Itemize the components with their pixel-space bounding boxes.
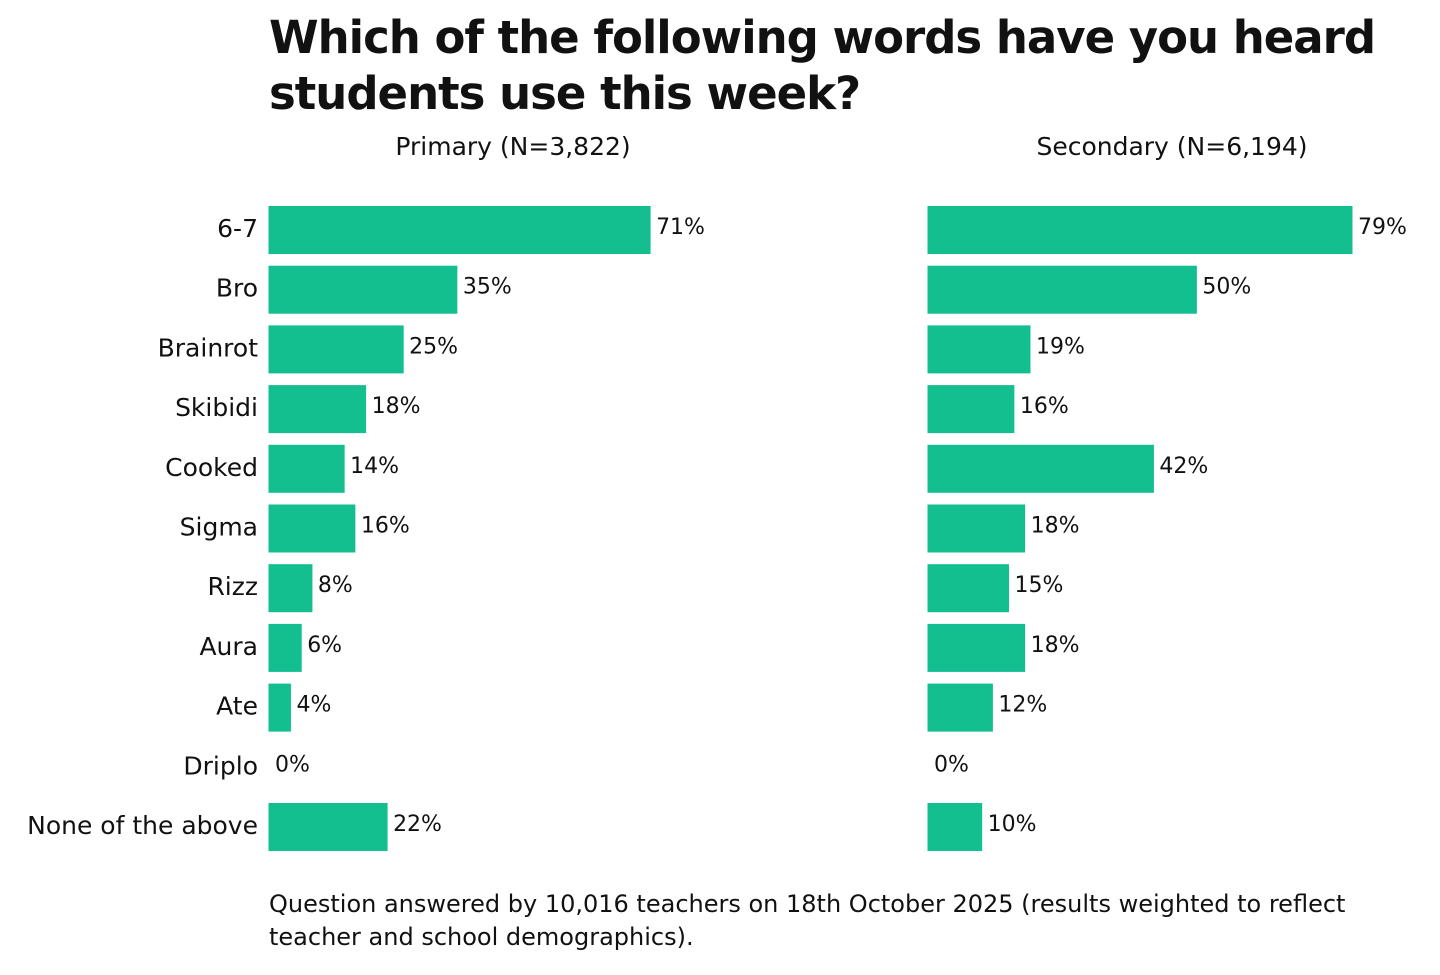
bar xyxy=(268,623,302,672)
bar xyxy=(927,504,1026,553)
bar xyxy=(268,265,458,314)
bar xyxy=(268,206,651,254)
value-label: 18% xyxy=(1031,633,1080,658)
category-label: None of the above xyxy=(27,811,258,840)
bar xyxy=(927,265,1197,314)
value-label: 4% xyxy=(296,693,331,718)
category-label: Bro xyxy=(216,274,258,303)
bar xyxy=(268,504,356,553)
chart: 6-7 Bro Brainrot Skibidi Cooked Sigma Rizz Aura… xyxy=(27,132,1407,851)
value-label: 25% xyxy=(409,334,458,359)
value-label: 22% xyxy=(393,812,442,837)
bar xyxy=(927,564,1010,613)
value-label: 18% xyxy=(372,394,421,419)
value-label: 0% xyxy=(275,752,310,777)
category-label: Cooked xyxy=(165,453,258,482)
value-label: 14% xyxy=(350,454,399,479)
category-label: Rizz xyxy=(207,572,258,601)
value-label: 6% xyxy=(307,633,342,658)
bar xyxy=(268,564,313,613)
value-label: 0% xyxy=(934,752,969,777)
value-label: 50% xyxy=(1202,275,1251,300)
category-label: 6-7 xyxy=(217,214,258,243)
category-label: Driplo xyxy=(183,751,258,780)
category-label: Ate xyxy=(216,692,258,721)
chart-title: Which of the following words have you he… xyxy=(269,11,1376,120)
bar xyxy=(268,325,404,374)
value-label: 79% xyxy=(1358,215,1407,240)
bar xyxy=(927,206,1353,254)
bar xyxy=(268,683,291,732)
category-label: Brainrot xyxy=(158,333,259,362)
value-label: 18% xyxy=(1031,514,1080,539)
value-label: 42% xyxy=(1159,454,1208,479)
bar xyxy=(927,385,1015,434)
panel-title: Secondary (N=6,194) xyxy=(1036,132,1307,161)
bar xyxy=(927,803,983,851)
bar xyxy=(927,325,1031,374)
bar xyxy=(268,444,345,493)
value-label: 8% xyxy=(318,573,353,598)
chart-note: Question answered by 10,016 teachers on … xyxy=(269,890,1346,951)
bar xyxy=(268,803,388,851)
category-label: Skibidi xyxy=(175,393,258,422)
value-label: 16% xyxy=(1020,394,1069,419)
value-label: 10% xyxy=(988,812,1037,837)
category-label: Sigma xyxy=(180,513,258,542)
value-label: 71% xyxy=(656,215,705,240)
panel-title: Primary (N=3,822) xyxy=(395,132,630,161)
bar xyxy=(927,444,1154,493)
value-label: 12% xyxy=(998,693,1047,718)
value-label: 35% xyxy=(463,275,512,300)
bar xyxy=(927,623,1026,672)
bar xyxy=(268,385,367,434)
category-label: Aura xyxy=(199,632,258,661)
bar xyxy=(927,683,993,732)
value-label: 16% xyxy=(361,514,410,539)
value-label: 15% xyxy=(1015,573,1064,598)
value-label: 19% xyxy=(1036,334,1085,359)
